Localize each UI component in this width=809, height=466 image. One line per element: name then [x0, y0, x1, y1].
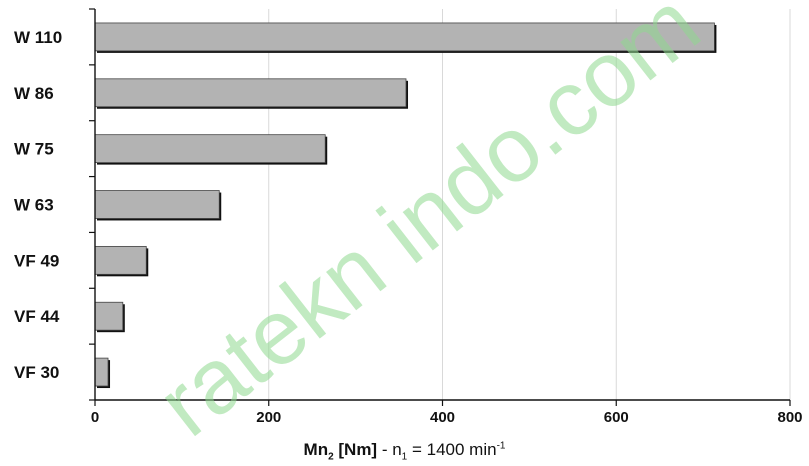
grid-lines	[268, 9, 791, 400]
x-axis-title-value: = 1400 min	[411, 440, 497, 459]
x-tick-label: 400	[430, 409, 455, 426]
category-label: VF 44	[14, 307, 60, 326]
x-axis-title-value-sup: -1	[496, 440, 506, 452]
category-label: VF 30	[14, 363, 59, 382]
bar-vf-49	[94, 245, 147, 275]
x-axis-title-rest-sub: 1	[401, 451, 408, 463]
bar-vf-30	[94, 357, 109, 387]
x-axis-title-main-sub: 2	[328, 451, 334, 463]
category-label: W 75	[14, 140, 54, 159]
category-label: W 63	[14, 196, 54, 215]
bar-w-86	[94, 78, 407, 108]
axes	[89, 8, 791, 406]
x-axis-title: Mn2 [Nm] - n1 = 1400 min-1	[0, 440, 809, 462]
x-axis-title-rest: - n	[381, 440, 402, 459]
category-label: VF 49	[14, 251, 59, 270]
watermark: ratekn indo.com	[140, 0, 719, 456]
x-tick-label: 800	[777, 409, 802, 426]
category-label: W 110	[14, 28, 62, 47]
bar-w-75	[94, 134, 326, 164]
category-label: W 86	[14, 84, 54, 103]
bar-w-63	[94, 190, 220, 219]
bar-vf-44	[94, 301, 124, 331]
x-axis-title-main: Mn	[303, 440, 329, 459]
x-tick-label: 0	[91, 409, 99, 426]
x-axis-title-unit: [Nm]	[338, 440, 378, 459]
x-tick-label: 600	[604, 409, 629, 426]
x-tick-label: 200	[256, 409, 281, 426]
tick-labels: 0 200 400 600 800	[91, 409, 803, 426]
category-labels: W 110 W 86 W 75 W 63 VF 49 VF 44 VF 30	[14, 28, 62, 382]
bars	[94, 22, 717, 389]
